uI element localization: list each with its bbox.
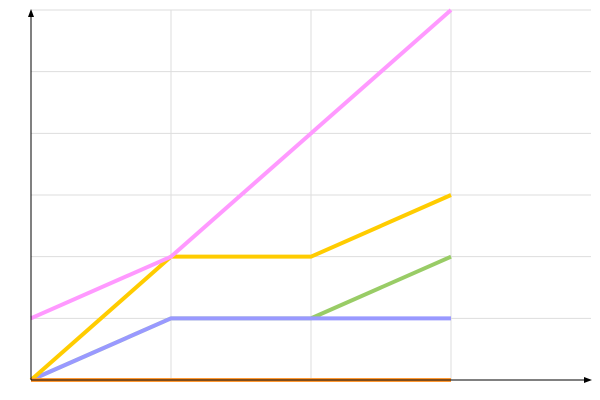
axes <box>28 9 592 383</box>
series-line-2 <box>29 193 452 382</box>
series-line-1 <box>30 316 451 382</box>
x-axis-arrow <box>584 377 592 383</box>
y-axis-arrow <box>28 9 34 17</box>
series-line-3 <box>30 8 453 321</box>
grid <box>31 9 591 380</box>
